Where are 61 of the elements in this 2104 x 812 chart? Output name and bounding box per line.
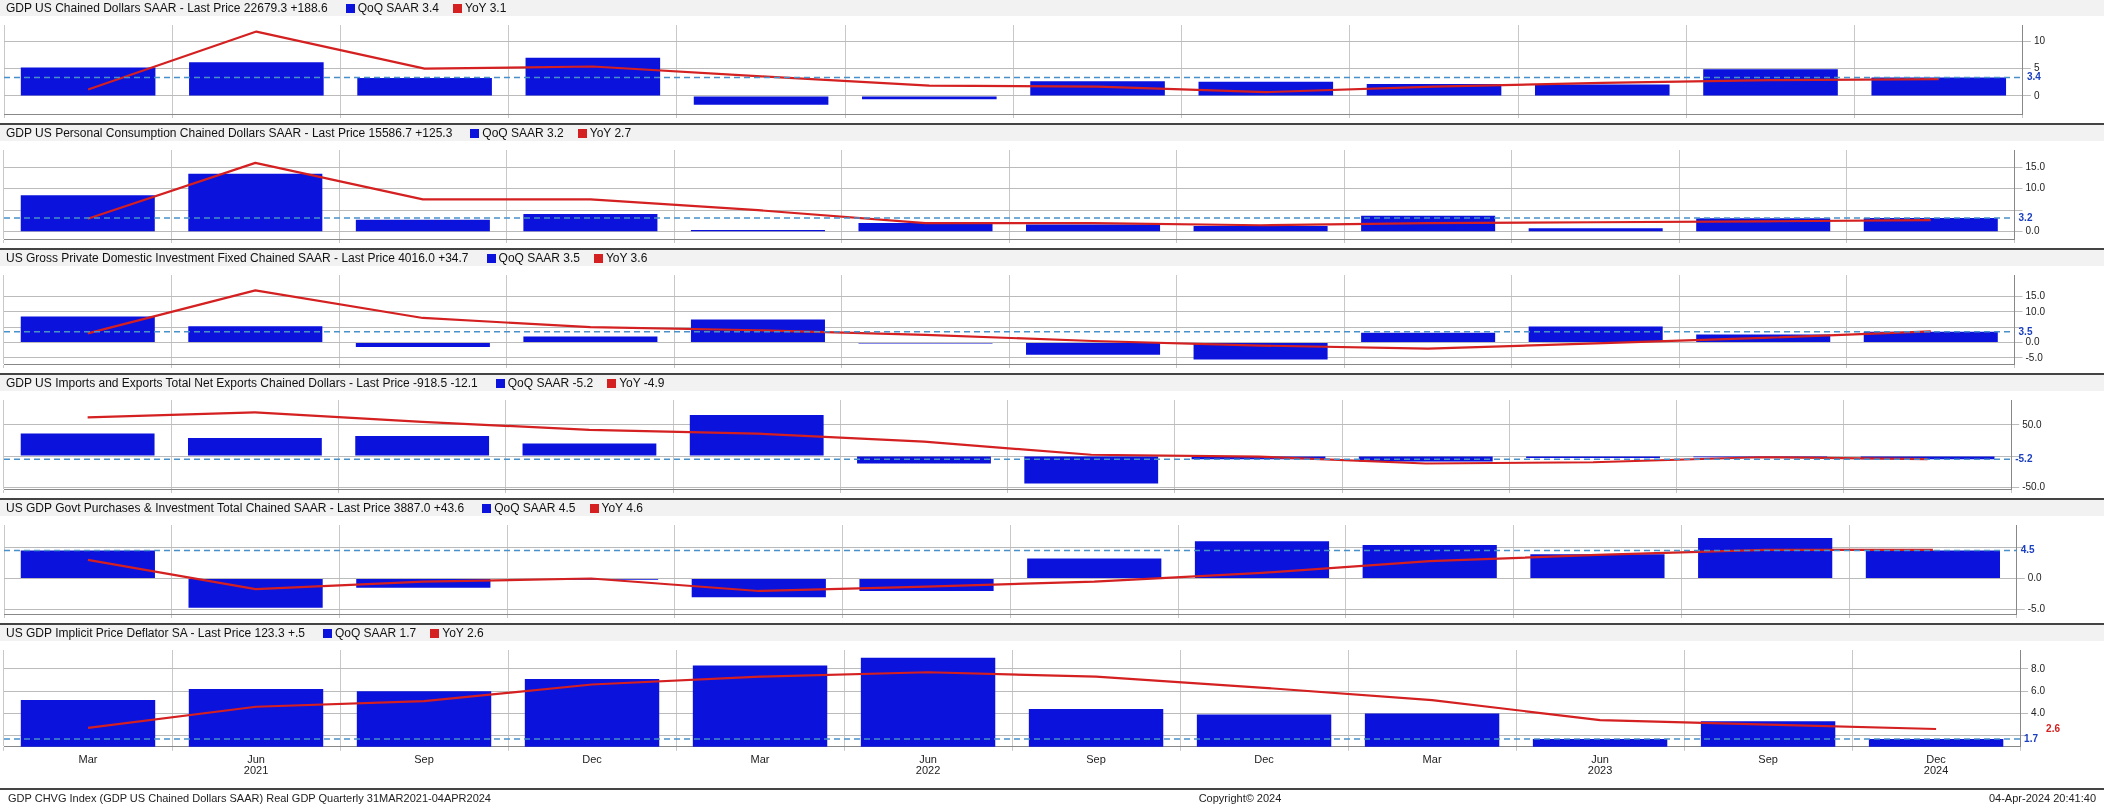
legend-label: QoQ SAAR 3.4 bbox=[357, 1, 439, 15]
ref-line-label: 3.2 bbox=[2018, 211, 2033, 223]
y-tick-label: 0.0 bbox=[2027, 572, 2043, 584]
ref-line-label: 3.4 bbox=[2026, 71, 2042, 83]
legend-label: QoQ SAAR 1.7 bbox=[334, 626, 417, 640]
legend-label: YoY 3.6 bbox=[605, 251, 648, 265]
ref-line-label: -5.2 bbox=[2015, 453, 2033, 464]
y-tick-label: 5 bbox=[2033, 62, 2040, 74]
y-tick-label: 8.0 bbox=[2031, 662, 2046, 674]
y-tick-label: 50.0 bbox=[2022, 418, 2043, 430]
legend-label: QoQ SAAR 3.2 bbox=[482, 126, 564, 140]
x-tick-label: Dec bbox=[1254, 753, 1275, 766]
y-tick-label: 0 bbox=[2033, 89, 2040, 101]
x-tick-label: Sep bbox=[1086, 753, 1106, 766]
chart-title: US GDP Govt Purchases & Investment Total Chained SAAR - Last Price 3887.0 +43.6 bbox=[6, 501, 465, 515]
legend-label: YoY -4.9 bbox=[619, 376, 665, 390]
ref-line-label: 3.5 bbox=[2018, 325, 2033, 337]
legend-label: YoY 2.7 bbox=[589, 126, 632, 140]
legend-label: QoQ SAAR 4.5 bbox=[494, 501, 576, 515]
ref-line-label: 4.5 bbox=[2020, 544, 2036, 556]
x-tick-label: Jun bbox=[247, 753, 265, 766]
y-tick-label: 10.0 bbox=[2025, 182, 2046, 194]
legend-label: YoY 2.6 bbox=[442, 626, 484, 640]
text: GDP CHVG Index (GDP US Chained Dollars SAAR) Real GDP Quarterly 31MAR2021-04APR2024 bbox=[8, 792, 491, 804]
x-tick-label: Dec bbox=[1926, 753, 1947, 766]
legend-label: YoY 3.1 bbox=[465, 1, 507, 15]
y-tick-label: 6.0 bbox=[2031, 684, 2046, 696]
text: 2022 bbox=[915, 764, 941, 777]
x-tick-label: Dec bbox=[582, 753, 603, 766]
y-tick-label: 0.0 bbox=[2025, 225, 2040, 237]
ref-line-label: 1.7 bbox=[2024, 732, 2039, 744]
y-tick-label: 15.0 bbox=[2025, 290, 2046, 302]
chart-title: GDP US Imports and Exports Total Net Exports Chained Dollars - Last Price -918.5 -12.1 bbox=[6, 376, 478, 390]
legend-label: QoQ SAAR -5.2 bbox=[507, 376, 594, 390]
x-tick-label: Mar bbox=[78, 753, 98, 766]
text: 2024 bbox=[1923, 764, 1949, 777]
x-tick-label: Sep bbox=[1758, 753, 1778, 766]
x-tick-label: Mar bbox=[750, 753, 770, 766]
x-tick-label: Jun bbox=[919, 753, 937, 766]
y-tick-label: 0.0 bbox=[2025, 336, 2040, 348]
chart-title: US GDP Implicit Price Deflator SA - Last Price 123.3 +.5 bbox=[6, 626, 305, 640]
y-tick-label: 4.0 bbox=[2031, 707, 2046, 719]
y-tick-label: 10.0 bbox=[2025, 305, 2046, 317]
y-tick-label: -50.0 bbox=[2022, 480, 2046, 492]
legend-label: YoY 4.6 bbox=[601, 501, 643, 515]
text: Copyright© 2024 bbox=[1198, 792, 1282, 804]
chart-title: GDP US Chained Dollars SAAR - Last Price 22679.3 +188.6 bbox=[6, 1, 328, 15]
chart-title: GDP US Personal Consumption Chained Dollars SAAR - Last Price 15586.7 +125.3 bbox=[6, 126, 453, 140]
text: 2023 bbox=[1587, 764, 1613, 777]
y-tick-label: -5.0 bbox=[2025, 351, 2044, 363]
text: 2021 bbox=[243, 764, 269, 777]
chart-title: US Gross Private Domestic Investment Fixed Chained SAAR - Last Price 4016.0 +34.7 bbox=[6, 251, 469, 265]
x-tick-label: Sep bbox=[414, 753, 434, 766]
text: 2.6 bbox=[2046, 722, 2061, 734]
y-tick-label: 10 bbox=[2033, 35, 2046, 47]
y-tick-label: -5.0 bbox=[2027, 603, 2046, 615]
x-tick-label: Mar bbox=[1422, 753, 1442, 766]
legend-label: QoQ SAAR 3.5 bbox=[498, 251, 580, 265]
y-tick-label: 15.0 bbox=[2025, 160, 2046, 172]
text: 04-Apr-2024 20:41:40 bbox=[1988, 792, 2096, 804]
x-tick-label: Jun bbox=[1591, 753, 1609, 766]
